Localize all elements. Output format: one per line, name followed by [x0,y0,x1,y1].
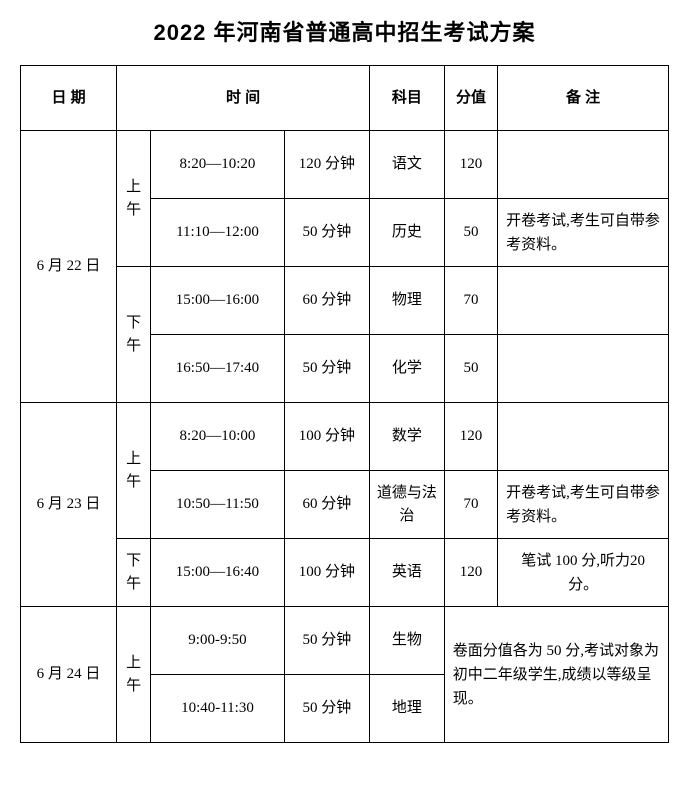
subject-cell: 化学 [370,335,445,403]
timerange-cell: 11:10—12:00 [151,199,284,267]
table-row: 6 月 24 日 上午 9:00-9:50 50 分钟 生物 卷面分值各为 50… [21,607,669,675]
subject-cell: 生物 [370,607,445,675]
duration-cell: 50 分钟 [284,675,369,743]
date-cell: 6 月 23 日 [21,403,117,607]
period-cell: 上午 [117,403,151,539]
remark-cell [498,267,669,335]
timerange-cell: 8:20—10:00 [151,403,284,471]
subject-cell: 英语 [370,539,445,607]
remark-cell: 开卷考试,考生可自带参考资料。 [498,471,669,539]
timerange-cell: 9:00-9:50 [151,607,284,675]
subject-cell: 地理 [370,675,445,743]
merged-remark-cell: 卷面分值各为 50 分,考试对象为初中二年级学生,成绩以等级呈现。 [444,607,668,743]
header-time: 时 间 [117,66,370,131]
table-row: 下午 15:00—16:00 60 分钟 物理 70 [21,267,669,335]
timerange-cell: 15:00—16:40 [151,539,284,607]
duration-cell: 50 分钟 [284,199,369,267]
score-cell: 120 [444,539,497,607]
remark-cell: 笔试 100 分,听力20 分。 [498,539,669,607]
timerange-cell: 16:50—17:40 [151,335,284,403]
table-header-row: 日 期 时 间 科目 分值 备 注 [21,66,669,131]
period-cell: 下午 [117,539,151,607]
duration-cell: 100 分钟 [284,539,369,607]
header-date: 日 期 [21,66,117,131]
remark-cell [498,335,669,403]
duration-cell: 60 分钟 [284,267,369,335]
score-cell: 120 [444,403,497,471]
table-row: 6 月 22 日 上午 8:20—10:20 120 分钟 语文 120 [21,131,669,199]
subject-cell: 数学 [370,403,445,471]
subject-cell: 历史 [370,199,445,267]
score-cell: 50 [444,335,497,403]
duration-cell: 100 分钟 [284,403,369,471]
date-cell: 6 月 22 日 [21,131,117,403]
subject-cell: 道德与法治 [370,471,445,539]
duration-cell: 60 分钟 [284,471,369,539]
page-title: 2022 年河南省普通高中招生考试方案 [20,15,669,47]
table-row: 下午 15:00—16:40 100 分钟 英语 120 笔试 100 分,听力… [21,539,669,607]
remark-cell [498,403,669,471]
period-cell: 上午 [117,607,151,743]
duration-cell: 50 分钟 [284,335,369,403]
table-row: 6 月 23 日 上午 8:20—10:00 100 分钟 数学 120 [21,403,669,471]
score-cell: 70 [444,267,497,335]
header-remark: 备 注 [498,66,669,131]
score-cell: 50 [444,199,497,267]
header-subject: 科目 [370,66,445,131]
timerange-cell: 15:00—16:00 [151,267,284,335]
remark-cell [498,131,669,199]
exam-schedule-table: 日 期 时 间 科目 分值 备 注 6 月 22 日 上午 8:20—10:20… [20,65,669,743]
score-cell: 70 [444,471,497,539]
date-cell: 6 月 24 日 [21,607,117,743]
period-cell: 下午 [117,267,151,403]
period-cell: 上午 [117,131,151,267]
duration-cell: 120 分钟 [284,131,369,199]
header-score: 分值 [444,66,497,131]
duration-cell: 50 分钟 [284,607,369,675]
remark-cell: 开卷考试,考生可自带参考资料。 [498,199,669,267]
subject-cell: 语文 [370,131,445,199]
subject-cell: 物理 [370,267,445,335]
timerange-cell: 10:50—11:50 [151,471,284,539]
score-cell: 120 [444,131,497,199]
timerange-cell: 8:20—10:20 [151,131,284,199]
timerange-cell: 10:40-11:30 [151,675,284,743]
